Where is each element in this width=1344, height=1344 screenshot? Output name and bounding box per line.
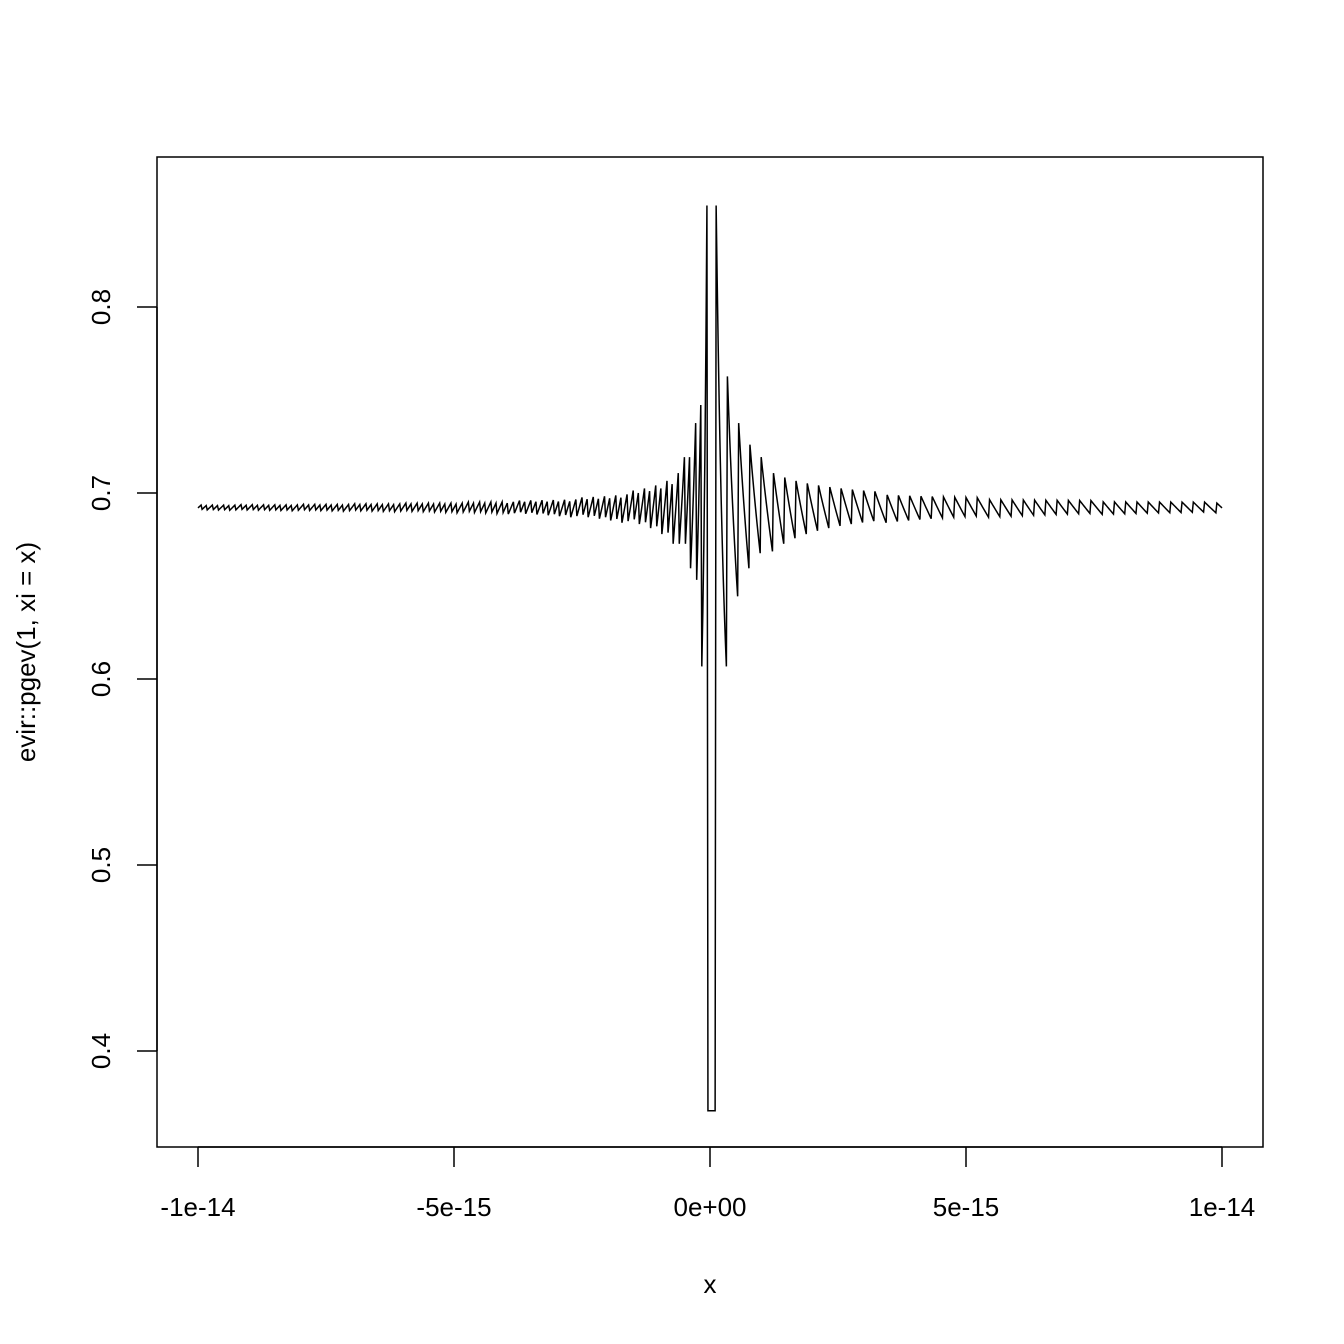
x-tick-label: 1e-14 <box>1189 1192 1256 1222</box>
x-tick-label: 5e-15 <box>933 1192 1000 1222</box>
y-tick-label: 0.6 <box>86 661 116 697</box>
x-axis-label: x <box>704 1269 717 1299</box>
series-line <box>197 205 1223 1112</box>
y-tick-label: 0.7 <box>86 475 116 511</box>
x-tick-label: -1e-14 <box>160 1192 235 1222</box>
y-tick-label: 0.5 <box>86 847 116 883</box>
plot-frame <box>156 156 1264 1148</box>
x-tick-label: 0e+00 <box>673 1192 746 1222</box>
y-tick-label: 0.4 <box>86 1033 116 1069</box>
y-axis: 0.4 0.5 0.6 0.7 0.8 <box>86 289 158 1069</box>
x-tick-label: -5e-15 <box>416 1192 491 1222</box>
y-axis-label: evir::pgev(1, xi = x) <box>11 542 41 762</box>
y-tick-label: 0.8 <box>86 289 116 325</box>
x-axis: -1e-14 -5e-15 0e+00 5e-15 1e-14 <box>160 1146 1256 1222</box>
